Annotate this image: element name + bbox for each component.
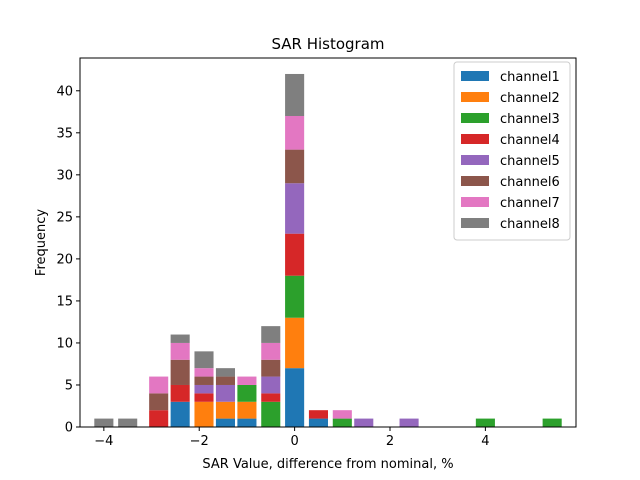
- bar-channel7-bin-8: [285, 116, 305, 150]
- y-tick-label: 10: [56, 336, 73, 351]
- bar-channel5-bin-7: [261, 376, 281, 394]
- bar-channel8-bin-0: [94, 418, 114, 427]
- bar-channel7-bin-3: [170, 342, 190, 360]
- bar-channel4-bin-3: [170, 384, 190, 402]
- bar-channel7-bin-4: [194, 368, 214, 377]
- y-axis-ticks: 0 5 10 15 20 25 30 35 40: [56, 84, 80, 436]
- bar-channel2-bin-4: [194, 401, 214, 427]
- y-tick-label: 20: [56, 252, 73, 267]
- legend-label-channel5: channel5: [500, 154, 560, 169]
- bar-channel4-bin-9: [308, 410, 328, 419]
- bar-channel8-bin-4: [194, 351, 214, 369]
- bar-channel6-bin-3: [170, 359, 190, 385]
- bar-channel5-bin-12: [399, 418, 419, 427]
- bar-channel6-bin-7: [261, 359, 281, 377]
- legend-swatch-channel2: [461, 92, 489, 102]
- bar-channel3-bin-6: [237, 384, 257, 402]
- bar-channel2-bin-8: [285, 317, 305, 369]
- bar-channel5-bin-5: [215, 384, 235, 402]
- y-tick-label: 30: [56, 168, 73, 183]
- bar-channel4-bin-8: [285, 233, 305, 276]
- bar-channel6-bin-8: [285, 149, 305, 184]
- bar-channel1-bin-3: [170, 401, 190, 427]
- bar-channel2-bin-5: [215, 401, 235, 419]
- bar-channel8-bin-8: [285, 73, 305, 116]
- x-axis-label: SAR Value, difference from nominal, %: [202, 457, 453, 472]
- bar-channel1-bin-6: [237, 418, 257, 427]
- legend-swatch-channel8: [461, 218, 489, 228]
- bar-channel7-bin-6: [237, 376, 257, 385]
- y-tick-label: 35: [56, 126, 73, 141]
- bars-layer: [94, 73, 562, 427]
- legend-label-channel3: channel3: [500, 112, 560, 127]
- bar-channel3-bin-8: [285, 275, 305, 318]
- bar-channel7-bin-7: [261, 342, 281, 360]
- bar-channel6-bin-4: [194, 376, 214, 385]
- y-tick-label: 25: [56, 210, 73, 225]
- bar-channel2-bin-6: [237, 401, 257, 419]
- legend-swatch-channel5: [461, 155, 489, 165]
- bar-channel5-bin-8: [285, 183, 305, 234]
- x-axis-ticks: −4 −2 0 2 4: [94, 427, 490, 449]
- bar-channel8-bin-1: [118, 418, 138, 427]
- bar-channel5-bin-4: [194, 384, 214, 394]
- bar-channel1-bin-5: [215, 418, 235, 427]
- x-tick-label: 0: [290, 434, 298, 449]
- bar-channel4-bin-7: [261, 393, 281, 402]
- bar-channel8-bin-3: [170, 334, 190, 343]
- legend-swatch-channel4: [461, 134, 489, 144]
- chart-title: SAR Histogram: [271, 35, 384, 53]
- bar-channel1-bin-9: [308, 418, 328, 427]
- y-tick-label: 40: [56, 84, 73, 99]
- legend-label-channel1: channel1: [500, 70, 560, 85]
- legend-swatch-channel1: [461, 71, 489, 81]
- bar-channel6-bin-5: [215, 376, 235, 385]
- bar-channel3-bin-13: [475, 418, 495, 427]
- x-tick-label: 2: [386, 434, 394, 449]
- legend-label-channel4: channel4: [500, 133, 560, 148]
- legend-box: [453, 61, 571, 241]
- y-tick-label: 5: [65, 378, 73, 393]
- legend-swatch-channel7: [461, 197, 489, 207]
- legend-label-channel8: channel8: [500, 217, 560, 232]
- x-tick-label: 4: [481, 434, 489, 449]
- legend-label-channel7: channel7: [500, 196, 560, 211]
- plot-frame: [79, 57, 577, 428]
- x-tick-label: −4: [94, 434, 113, 449]
- bar-channel7-bin-10: [332, 410, 352, 419]
- y-tick-label: 15: [56, 294, 73, 309]
- bar-channel3-bin-10: [332, 418, 352, 427]
- bar-channel6-bin-2: [149, 393, 169, 411]
- legend: channel1 channel2 channel3 channel4 channel5…: [453, 61, 571, 241]
- legend-swatch-channel6: [461, 176, 489, 186]
- y-tick-label: 0: [65, 421, 73, 436]
- bar-channel5-bin-11: [354, 418, 374, 427]
- bar-channel1-bin-8: [285, 368, 305, 427]
- bar-channel4-bin-4: [194, 393, 214, 402]
- bar-channel4-bin-2: [149, 410, 169, 427]
- bar-channel7-bin-2: [149, 376, 169, 394]
- bar-channel3-bin-7: [261, 401, 281, 427]
- bar-channel3-bin-14: [542, 418, 562, 427]
- bar-channel8-bin-7: [261, 326, 281, 343]
- legend-label-channel6: channel6: [500, 175, 560, 190]
- x-tick-label: −2: [190, 434, 209, 449]
- legend-label-channel2: channel2: [500, 91, 560, 106]
- legend-swatch-channel3: [461, 113, 489, 123]
- bar-channel8-bin-5: [215, 368, 235, 377]
- y-axis-label: Frequency: [34, 209, 49, 276]
